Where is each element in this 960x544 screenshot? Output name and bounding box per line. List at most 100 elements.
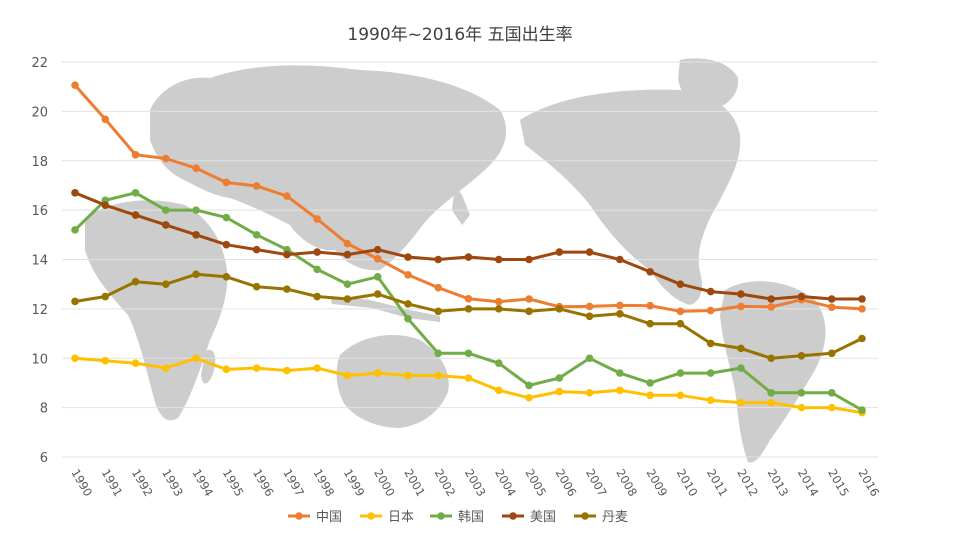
data-point — [101, 115, 110, 124]
data-point — [767, 295, 775, 303]
data-point — [162, 280, 170, 288]
y-tick-label: 22 — [31, 56, 48, 71]
data-point — [71, 297, 79, 306]
data-point — [827, 389, 836, 397]
data-point — [101, 356, 110, 365]
data-point — [646, 301, 654, 310]
data-point — [71, 354, 79, 363]
data-point — [404, 371, 412, 380]
data-point — [858, 295, 866, 303]
data-point — [373, 369, 382, 377]
y-axis: 6 8 10 12 14 16 18 20 22 — [31, 56, 48, 466]
data-point — [767, 398, 775, 407]
legend-item: 丹麦 — [574, 510, 628, 525]
x-tick-label: 2014 — [795, 467, 822, 499]
chart-title: 1990年~2016年 五国出生率 — [347, 25, 572, 45]
data-point — [464, 374, 473, 382]
data-point — [222, 272, 231, 281]
y-tick-label: 18 — [31, 155, 48, 170]
data-point — [676, 369, 685, 377]
x-tick-label: 1992 — [129, 467, 156, 499]
data-point — [101, 292, 110, 301]
data-point — [434, 371, 443, 380]
legend-label: 美国 — [530, 510, 556, 525]
map-japan-islands — [452, 185, 470, 225]
data-point — [404, 314, 412, 323]
y-tick-label: 6 — [40, 451, 48, 466]
data-point — [585, 248, 594, 256]
data-point — [373, 290, 382, 298]
data-point — [192, 231, 200, 239]
data-point — [162, 206, 170, 214]
legend-item: 中国 — [288, 510, 342, 525]
data-point — [434, 307, 443, 316]
x-tick-label: 2013 — [765, 467, 792, 499]
data-point — [283, 250, 291, 259]
x-tick-label: 1994 — [189, 467, 216, 499]
data-point — [676, 319, 685, 328]
data-point — [222, 240, 231, 249]
data-point — [737, 302, 745, 311]
x-tick-label: 2001 — [401, 467, 428, 499]
data-point — [192, 354, 200, 363]
map-south-america — [720, 281, 826, 463]
data-point — [494, 255, 503, 264]
x-tick-label: 2012 — [734, 467, 761, 499]
data-point — [434, 349, 443, 358]
data-point — [706, 396, 715, 405]
data-point — [373, 272, 382, 281]
data-point — [252, 364, 261, 372]
x-tick-label: 2011 — [704, 467, 731, 499]
map-europe-asia — [150, 65, 507, 271]
data-point — [676, 307, 685, 316]
series-1 — [71, 354, 866, 417]
data-point — [373, 245, 382, 254]
data-point — [797, 403, 806, 412]
legend-marker — [509, 512, 517, 520]
data-point — [494, 359, 503, 367]
data-point — [434, 255, 443, 264]
x-tick-label: 2000 — [371, 467, 398, 499]
data-point — [464, 253, 473, 261]
data-point — [404, 300, 412, 308]
data-point — [313, 248, 321, 256]
data-point — [797, 292, 806, 301]
data-point — [343, 239, 352, 248]
x-tick-label: 2004 — [492, 467, 519, 499]
data-point — [827, 403, 836, 412]
legend-label: 日本 — [388, 510, 414, 525]
y-tick-label: 10 — [31, 352, 48, 367]
data-point — [283, 366, 291, 375]
data-point — [858, 305, 866, 313]
data-point — [858, 334, 866, 343]
data-point — [131, 211, 140, 219]
data-point — [616, 310, 624, 318]
x-tick-label: 1999 — [341, 467, 368, 499]
data-point — [706, 306, 715, 315]
x-tick-label: 2006 — [553, 467, 580, 499]
series-3 — [71, 189, 866, 303]
data-point — [343, 250, 352, 259]
data-point — [131, 277, 140, 286]
legend: 中国 日本 韩国 美国 丹麦 — [288, 510, 628, 525]
data-point — [71, 189, 79, 197]
data-point — [737, 290, 745, 298]
data-point — [555, 305, 564, 313]
data-point — [555, 374, 564, 382]
data-point — [464, 305, 473, 313]
x-tick-label: 1991 — [99, 467, 126, 499]
data-point — [162, 154, 170, 163]
data-point — [313, 364, 321, 372]
data-point — [737, 398, 745, 407]
data-point — [676, 280, 685, 288]
data-point — [192, 270, 200, 279]
data-point — [343, 280, 352, 288]
data-point — [252, 282, 261, 291]
series-4 — [71, 270, 866, 363]
data-point — [585, 302, 594, 311]
data-point — [464, 294, 473, 303]
data-point — [525, 307, 533, 316]
data-point — [646, 391, 654, 400]
